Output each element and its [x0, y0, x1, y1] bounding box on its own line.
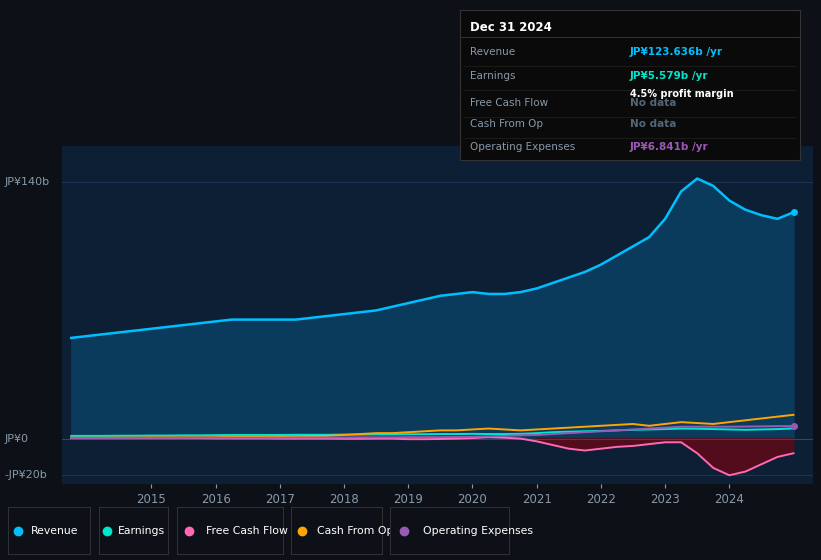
Text: JP¥6.841b /yr: JP¥6.841b /yr	[630, 142, 709, 152]
Text: Free Cash Flow: Free Cash Flow	[470, 98, 548, 108]
Text: 4.5% profit margin: 4.5% profit margin	[630, 89, 733, 99]
Text: Cash From Op: Cash From Op	[317, 526, 393, 535]
Text: JP¥0: JP¥0	[4, 433, 28, 444]
Text: JP¥140b: JP¥140b	[4, 177, 49, 187]
Text: JP¥123.636b /yr: JP¥123.636b /yr	[630, 47, 722, 57]
Text: -JP¥20b: -JP¥20b	[4, 470, 47, 480]
Text: Operating Expenses: Operating Expenses	[424, 526, 534, 535]
Text: Cash From Op: Cash From Op	[470, 119, 543, 129]
Text: Earnings: Earnings	[118, 526, 165, 535]
Text: Revenue: Revenue	[470, 47, 515, 57]
Text: Free Cash Flow: Free Cash Flow	[206, 526, 288, 535]
Text: No data: No data	[630, 98, 676, 108]
Text: Revenue: Revenue	[31, 526, 79, 535]
Text: Dec 31 2024: Dec 31 2024	[470, 21, 552, 34]
Text: Operating Expenses: Operating Expenses	[470, 142, 576, 152]
Text: No data: No data	[630, 119, 676, 129]
Text: Earnings: Earnings	[470, 71, 516, 81]
Text: JP¥5.579b /yr: JP¥5.579b /yr	[630, 71, 709, 81]
